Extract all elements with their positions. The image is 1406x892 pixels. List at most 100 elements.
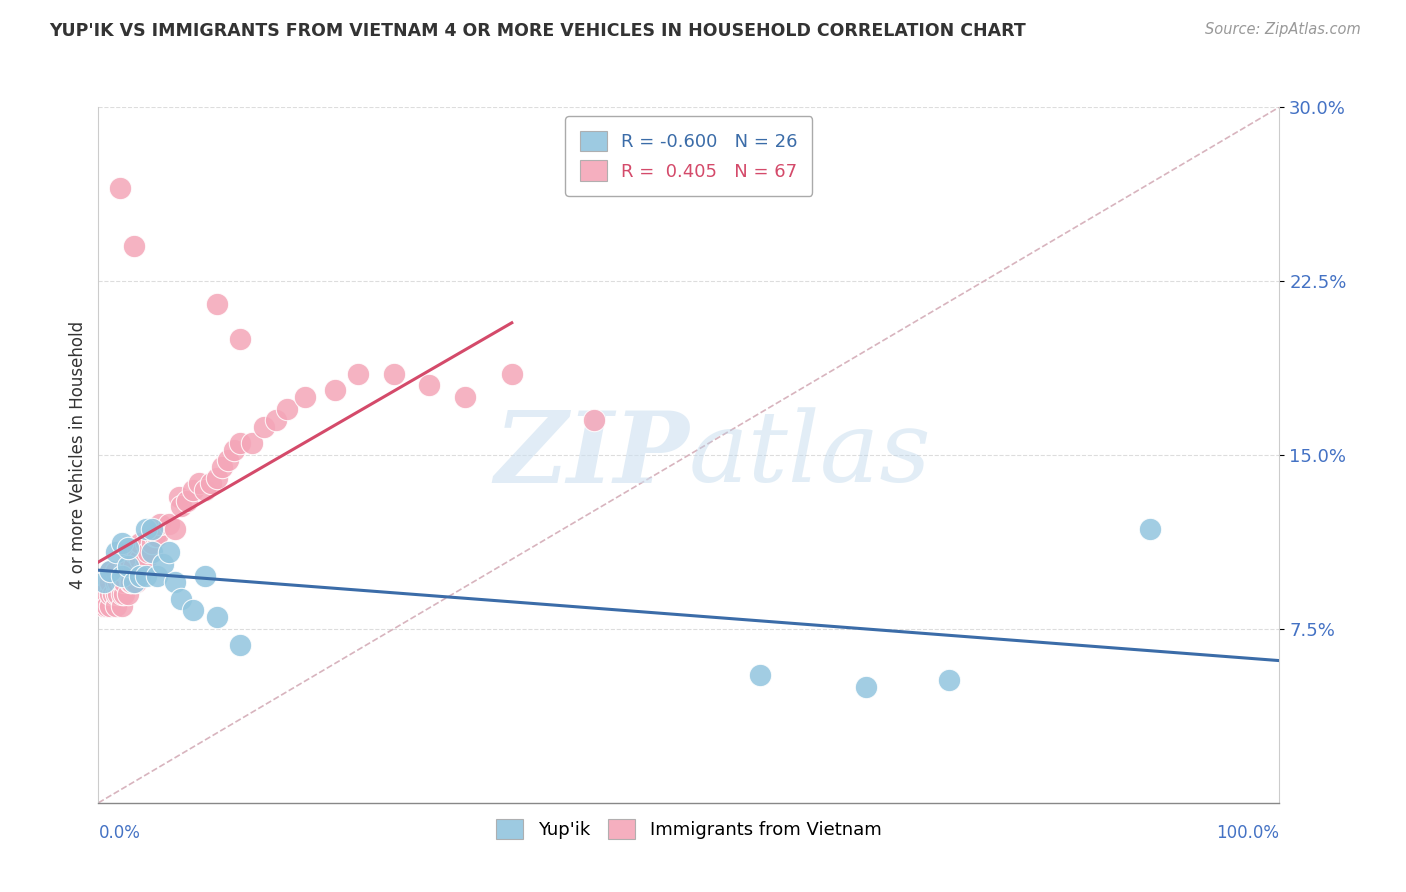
- Point: [187, 475, 209, 490]
- Point: [748, 668, 770, 682]
- Point: [108, 181, 131, 195]
- Point: [107, 575, 129, 590]
- Point: [135, 552, 157, 566]
- Point: [583, 413, 606, 427]
- Point: [347, 367, 370, 381]
- Point: [229, 638, 252, 652]
- Point: [294, 390, 316, 404]
- Point: [122, 575, 145, 590]
- Point: [205, 471, 228, 485]
- Y-axis label: 4 or more Vehicles in Household: 4 or more Vehicles in Household: [69, 321, 87, 589]
- Point: [111, 599, 134, 613]
- Point: [229, 436, 252, 450]
- Point: [152, 557, 174, 571]
- Point: [157, 545, 180, 559]
- Point: [170, 499, 193, 513]
- Text: Source: ZipAtlas.com: Source: ZipAtlas.com: [1205, 22, 1361, 37]
- Point: [501, 367, 523, 381]
- Point: [135, 522, 157, 536]
- Legend: Yup'ik, Immigrants from Vietnam: Yup'ik, Immigrants from Vietnam: [489, 812, 889, 846]
- Point: [120, 552, 142, 566]
- Point: [98, 575, 121, 590]
- Point: [105, 575, 128, 590]
- Point: [141, 522, 163, 536]
- Point: [122, 239, 145, 253]
- Point: [146, 568, 169, 582]
- Text: YUP'IK VS IMMIGRANTS FROM VIETNAM 4 OR MORE VEHICLES IN HOUSEHOLD CORRELATION CH: YUP'IK VS IMMIGRANTS FROM VIETNAM 4 OR M…: [49, 22, 1026, 40]
- Point: [224, 443, 246, 458]
- Point: [141, 545, 163, 559]
- Point: [112, 575, 135, 590]
- Point: [121, 575, 143, 590]
- Point: [117, 564, 139, 578]
- Point: [453, 390, 475, 404]
- Point: [117, 541, 139, 555]
- Point: [1139, 522, 1161, 536]
- Point: [105, 587, 128, 601]
- Point: [122, 545, 145, 559]
- Point: [117, 587, 139, 601]
- Point: [122, 575, 145, 590]
- Point: [98, 564, 121, 578]
- Point: [149, 517, 172, 532]
- Point: [176, 494, 198, 508]
- Point: [141, 536, 163, 550]
- Point: [132, 564, 155, 578]
- Point: [418, 378, 440, 392]
- Point: [107, 587, 129, 601]
- Point: [167, 490, 190, 504]
- Point: [105, 599, 128, 613]
- Point: [105, 564, 128, 578]
- Point: [105, 545, 128, 559]
- Point: [323, 383, 346, 397]
- Point: [111, 568, 134, 582]
- Point: [240, 436, 263, 450]
- Text: atlas: atlas: [689, 408, 932, 502]
- Point: [128, 536, 150, 550]
- Point: [211, 459, 233, 474]
- Text: 0.0%: 0.0%: [98, 823, 141, 842]
- Point: [125, 575, 148, 590]
- Point: [229, 332, 252, 346]
- Point: [170, 591, 193, 606]
- Text: ZIP: ZIP: [494, 407, 689, 503]
- Point: [200, 475, 222, 490]
- Point: [101, 587, 124, 601]
- Point: [165, 575, 187, 590]
- Point: [194, 568, 217, 582]
- Point: [128, 568, 150, 582]
- Point: [181, 483, 204, 497]
- Point: [938, 673, 960, 687]
- Point: [96, 599, 118, 613]
- Point: [264, 413, 287, 427]
- Point: [93, 599, 115, 613]
- Point: [253, 420, 276, 434]
- Point: [276, 401, 298, 416]
- Point: [112, 564, 135, 578]
- Point: [205, 297, 228, 311]
- Point: [122, 559, 145, 574]
- Point: [146, 529, 169, 543]
- Point: [117, 559, 139, 574]
- Point: [111, 587, 134, 601]
- Point: [382, 367, 405, 381]
- Point: [194, 483, 217, 497]
- Point: [117, 545, 139, 559]
- Point: [143, 529, 166, 543]
- Point: [112, 587, 135, 601]
- Point: [855, 680, 877, 694]
- Point: [111, 536, 134, 550]
- Point: [98, 564, 121, 578]
- Point: [135, 568, 157, 582]
- Point: [111, 575, 134, 590]
- Point: [93, 575, 115, 590]
- Point: [128, 568, 150, 582]
- Point: [98, 587, 121, 601]
- Point: [120, 575, 142, 590]
- Point: [128, 552, 150, 566]
- Point: [205, 610, 228, 624]
- Point: [181, 603, 204, 617]
- Point: [135, 536, 157, 550]
- Point: [98, 599, 121, 613]
- Point: [217, 452, 239, 467]
